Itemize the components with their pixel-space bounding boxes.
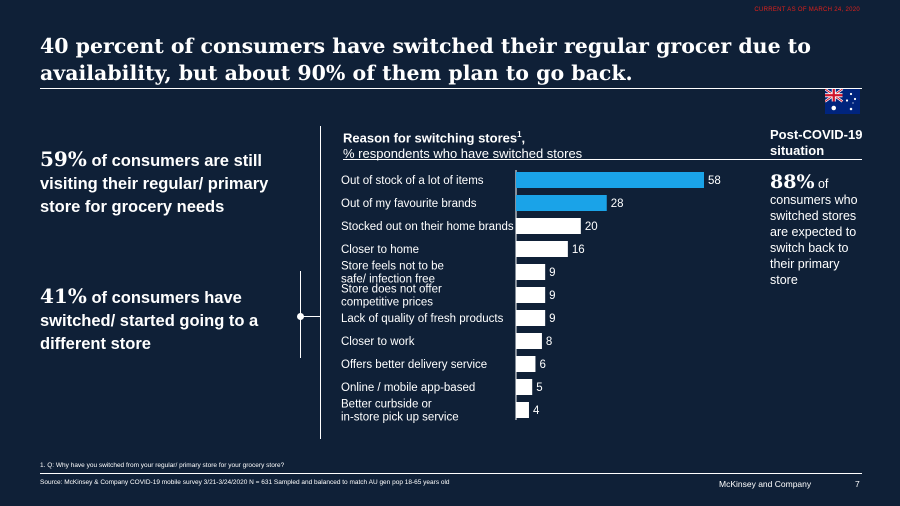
chart-title-line1: Reason for switching stores xyxy=(343,130,518,146)
chart-title-comma: , xyxy=(521,130,526,146)
bar xyxy=(516,287,546,303)
category-label: Stocked out on their home brands xyxy=(341,221,514,233)
bar-value-label: 20 xyxy=(585,221,598,233)
brand-name: McKinsey and Company xyxy=(719,479,812,489)
post-covid-title: Post-COVID-19 situation xyxy=(770,127,862,159)
australia-flag-icon xyxy=(825,89,860,114)
bar xyxy=(516,172,704,188)
bar xyxy=(516,356,536,372)
category-label: Closer to home xyxy=(341,244,419,256)
page-title: 40 percent of consumers have switched th… xyxy=(40,34,811,85)
post-covid-title-line1: Post-COVID-19 xyxy=(770,127,863,142)
category-label: Out of stock of a lot of items xyxy=(341,175,484,187)
stat-switched-value: 41% xyxy=(40,284,87,308)
stat-still-visiting-value: 59% xyxy=(40,147,87,171)
bar-value-label: 6 xyxy=(539,359,545,371)
footnote: 1. Q: Why have you switched from your re… xyxy=(40,462,285,469)
post-covid-stat: 88% of consumers who switched stores are… xyxy=(770,171,865,288)
post-covid-value: 88% xyxy=(770,171,815,193)
post-covid-text: of consumers who switched stores are exp… xyxy=(770,177,858,287)
stat-switched-text: of consumers have switched/ started goin… xyxy=(40,289,259,353)
post-covid-title-line2: situation xyxy=(770,143,825,158)
date-stamp: CURRENT AS OF MARCH 24, 2020 xyxy=(754,7,860,13)
category-label: Store does not offer competitive prices xyxy=(341,284,442,309)
category-label: Offers better delivery service xyxy=(341,359,487,371)
category-label: Out of my favourite brands xyxy=(341,198,477,210)
category-label: Better curbside or in-store pick up servi… xyxy=(341,399,459,424)
bar-value-label: 16 xyxy=(572,244,585,256)
bracket-dot xyxy=(297,313,304,320)
chart-title-footnote-mark: 1 xyxy=(517,130,522,139)
bar-value-label: 9 xyxy=(549,267,555,279)
bar xyxy=(516,333,542,349)
page-number: 7 xyxy=(855,479,860,489)
bar-value-label: 5 xyxy=(536,382,542,394)
bar-value-label: 28 xyxy=(611,198,624,210)
stat-still-visiting-text: of consumers are still visiting their re… xyxy=(40,152,269,216)
source-note: Source: McKinsey & Company COVID-19 mobi… xyxy=(40,479,450,486)
bar-value-label: 8 xyxy=(546,336,552,348)
title-divider xyxy=(40,88,862,89)
bar-value-label: 9 xyxy=(549,290,555,302)
category-label: Store feels not to be safe/ infection fre… xyxy=(341,261,444,286)
bar-value-label: 58 xyxy=(708,175,721,187)
bar-value-label: 4 xyxy=(533,405,540,417)
vertical-divider xyxy=(320,126,321,439)
bar xyxy=(516,241,568,257)
stat-switched: 41% of consumers have switched/ started … xyxy=(40,285,305,356)
footer-divider xyxy=(40,473,862,474)
bar xyxy=(516,195,607,211)
category-label: Lack of quality of fresh products xyxy=(341,313,504,325)
chart-title-rule xyxy=(343,159,862,160)
bar xyxy=(516,218,581,234)
bar xyxy=(516,402,529,418)
chart-title: Reason for switching stores1, % responde… xyxy=(343,127,582,162)
chart-subtitle: % respondents who have switched stores xyxy=(343,146,583,162)
bar xyxy=(516,379,533,395)
bar xyxy=(516,264,546,280)
category-label: Online / mobile app-based xyxy=(341,382,475,394)
stat-still-visiting: 59% of consumers are still visiting thei… xyxy=(40,148,305,219)
bracket-connector xyxy=(300,316,320,317)
bar-value-label: 9 xyxy=(549,313,555,325)
category-label: Closer to work xyxy=(341,336,415,348)
bar xyxy=(516,310,546,326)
